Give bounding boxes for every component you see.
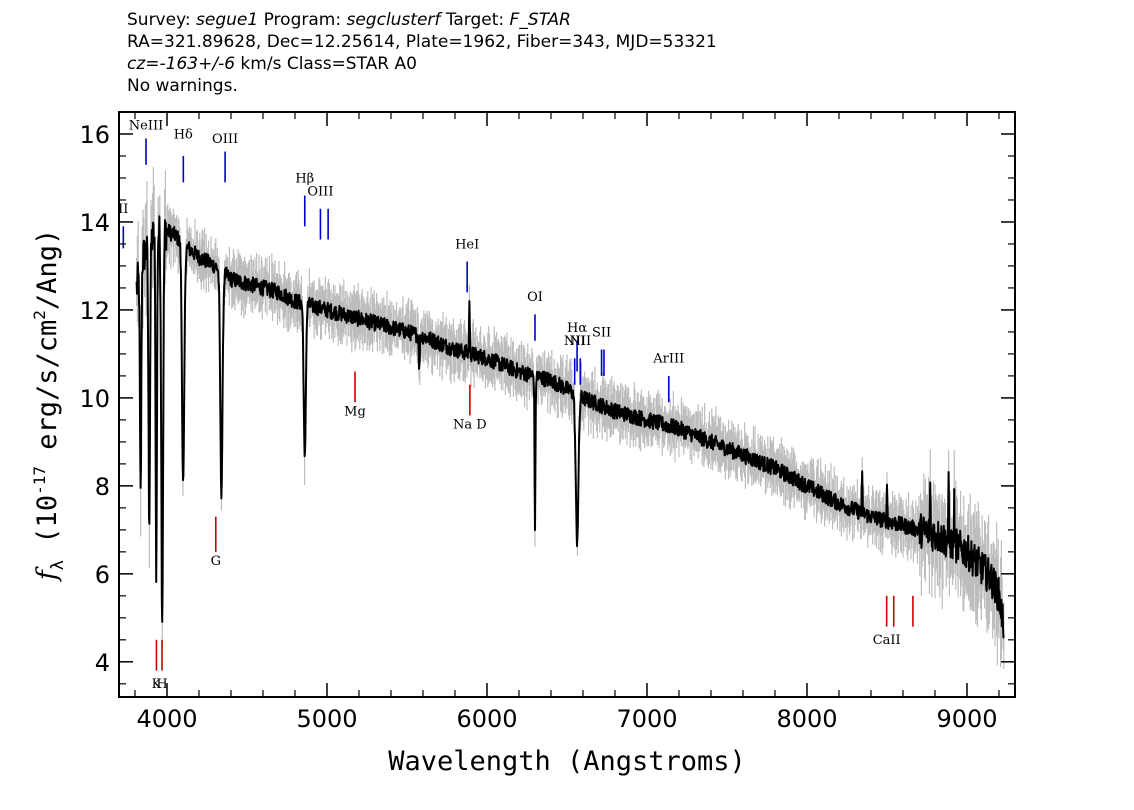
absorption-line-label-1: H bbox=[156, 677, 167, 692]
emission-line-label-3: OIII bbox=[212, 132, 238, 147]
redshift-value: cz=-163+/-6 bbox=[127, 54, 236, 74]
header-line-1: Survey: segue1 Program: segclusterf Targ… bbox=[127, 9, 717, 31]
program-value: segclusterf bbox=[346, 10, 441, 30]
header-line-4: No warnings. bbox=[127, 76, 238, 96]
flux-series bbox=[135, 215, 1005, 639]
x-tick-label-5: 9000 bbox=[936, 705, 997, 733]
emission-line-label-11: NII bbox=[569, 334, 591, 349]
x-tick-label-1: 5000 bbox=[296, 705, 357, 733]
absorption-line-label-3: Mg bbox=[344, 404, 366, 419]
noise-band bbox=[136, 166, 1005, 669]
emission-line-label-12: SII bbox=[592, 325, 611, 340]
emission-line-label-9: NII bbox=[564, 334, 586, 349]
survey-label: Survey: bbox=[127, 10, 191, 30]
y-axis-title-exp2: 2 bbox=[30, 310, 49, 320]
x-tick-label-0: 4000 bbox=[136, 705, 197, 733]
y-axis-title-mid: (10 bbox=[32, 495, 63, 560]
emission-line-label-2: Hδ bbox=[174, 127, 193, 142]
y-tick-label-5: 14 bbox=[79, 209, 110, 237]
x-tick-label-2: 6000 bbox=[456, 705, 517, 733]
y-tick-label-0: 4 bbox=[95, 649, 110, 677]
y-axis-title-f: f bbox=[32, 566, 63, 582]
absorption-line-label-5: CaII bbox=[873, 633, 901, 648]
plot-frame bbox=[118, 111, 1016, 698]
x-tick-label-3: 7000 bbox=[616, 705, 677, 733]
x-axis-title: Wavelength (Angstroms) bbox=[388, 746, 746, 777]
y-tick-label-6: 16 bbox=[79, 121, 110, 149]
emission-line-label-5: OIII bbox=[307, 185, 333, 200]
header-line-3: cz=-163+/-6 km/s Class=STAR A0 bbox=[127, 53, 717, 75]
spectrum-header: Survey: segue1 Program: segclusterf Targ… bbox=[127, 9, 717, 97]
absorption-line-label-0: K bbox=[152, 677, 162, 692]
y-tick-label-2: 8 bbox=[95, 473, 110, 501]
x-tick-label-4: 8000 bbox=[776, 705, 837, 733]
y-axis-title-sub: λ bbox=[48, 560, 68, 570]
emission-line-label-14: ArIII bbox=[652, 352, 684, 367]
class-text: km/s Class=STAR A0 bbox=[235, 54, 417, 74]
noise-path bbox=[136, 166, 1005, 669]
emission-line-label-7: HeI bbox=[455, 237, 479, 252]
y-tick-label-1: 6 bbox=[95, 561, 110, 589]
target-value: F_STAR bbox=[509, 10, 571, 30]
y-axis-title-exp: -17 bbox=[30, 466, 49, 495]
target-label: Target: bbox=[445, 10, 505, 30]
y-axis-title-rest2: /Ang) bbox=[32, 229, 63, 310]
emission-line-label-1: NeIII bbox=[129, 119, 163, 134]
y-axis-title: fλ (10-17 erg/s/cm2/Ang) bbox=[30, 229, 68, 582]
axis-ticks: 4000 5000 6000 7000 8000 9000 4 6 8 10 12 14 16 bbox=[79, 111, 1015, 733]
y-tick-label-3: 10 bbox=[79, 385, 110, 413]
emission-line-label-0: II bbox=[118, 202, 128, 217]
y-axis-title-rest1: erg/s/cm bbox=[32, 320, 63, 466]
absorption-line-label-4: Na D bbox=[453, 418, 487, 433]
absorption-line-label-2: G bbox=[211, 554, 221, 569]
program-label: Program: bbox=[263, 10, 342, 30]
flux-path bbox=[135, 215, 1005, 639]
emission-line-label-4: Hβ bbox=[295, 171, 314, 186]
emission-line-label-10: Hα bbox=[567, 321, 587, 336]
survey-value: segue1 bbox=[196, 10, 259, 30]
y-tick-label-4: 12 bbox=[79, 297, 110, 325]
emission-line-label-8: OI bbox=[527, 290, 543, 305]
header-line-2: RA=321.89628, Dec=12.25614, Plate=1962, … bbox=[127, 32, 717, 52]
